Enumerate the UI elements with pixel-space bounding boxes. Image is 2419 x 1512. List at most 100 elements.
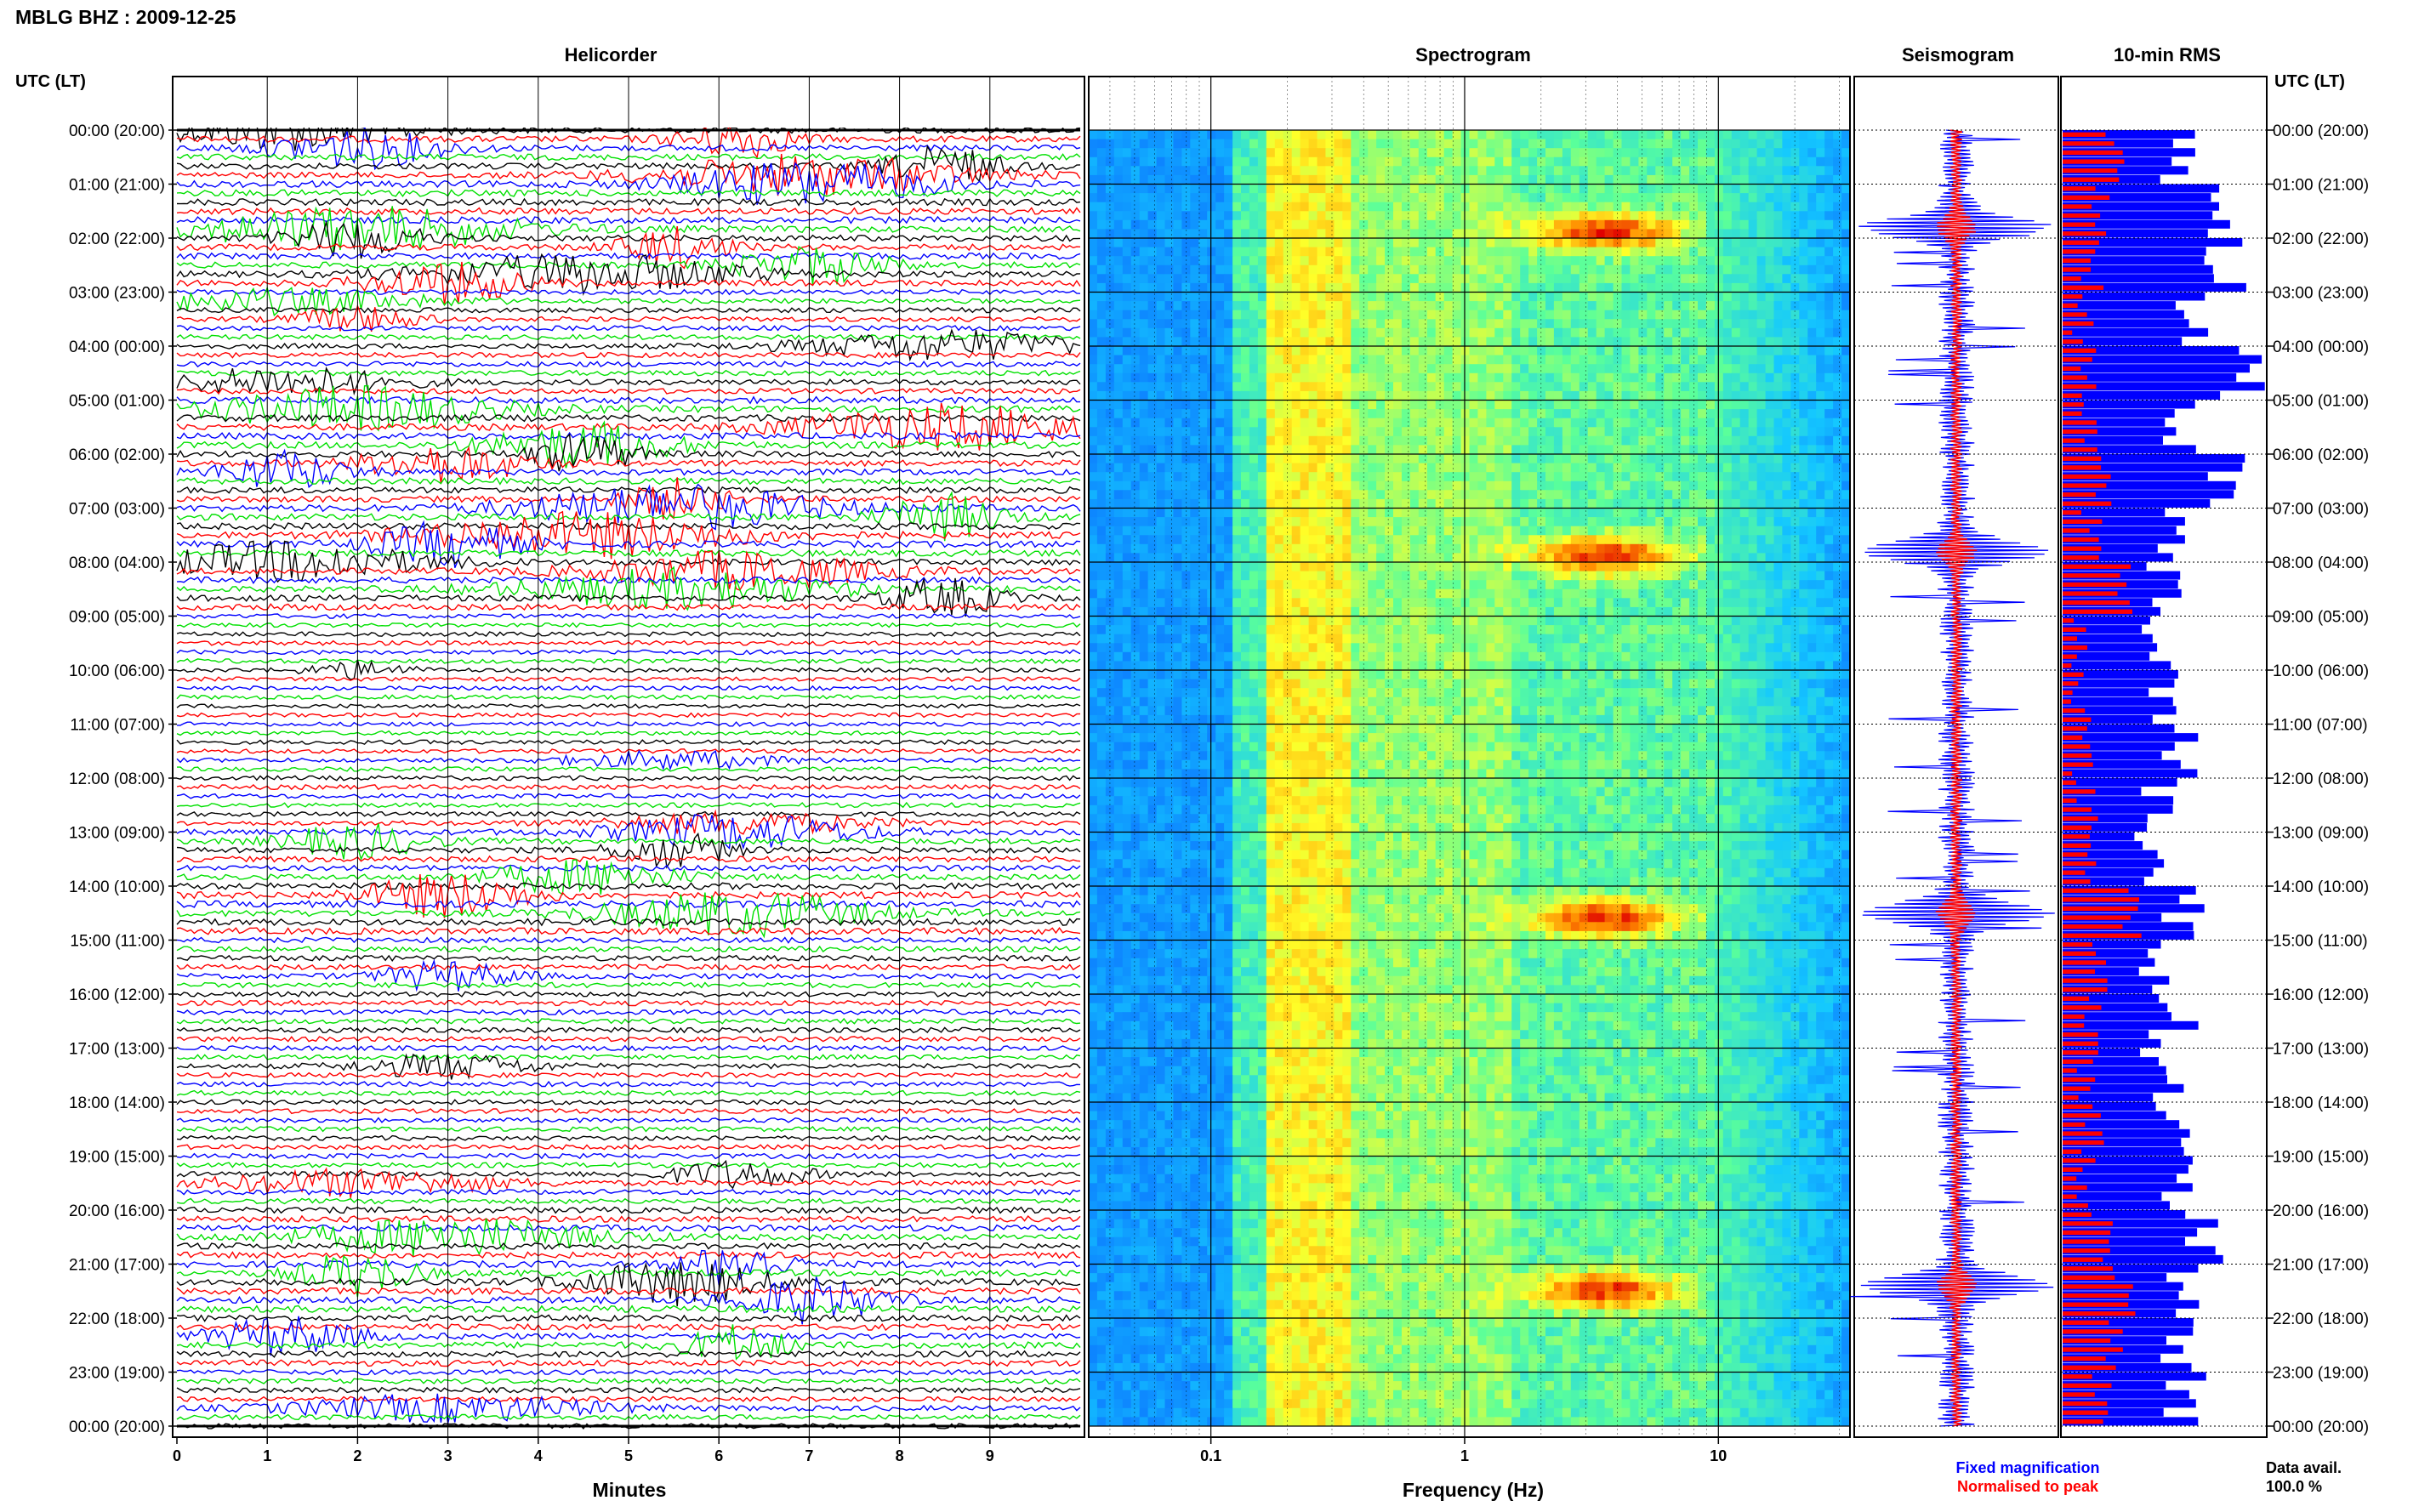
spectrogram-cell (1613, 139, 1623, 149)
spectrogram-cell (1773, 355, 1784, 365)
spectrogram-cell (1156, 480, 1166, 492)
spectrogram-cell (1621, 148, 1631, 158)
spectrogram-cell (1672, 292, 1682, 302)
spectrogram-cell (1317, 139, 1327, 149)
spectrogram-cell (1122, 264, 1132, 276)
spectrogram-cell (1731, 238, 1741, 248)
spectrogram-cell (1630, 337, 1639, 347)
spectrogram-cell (1604, 571, 1614, 581)
spectrogram-cell (1579, 301, 1589, 311)
spectrogram-cell (1393, 472, 1403, 482)
spectrogram-cell (1714, 543, 1724, 554)
spectrogram-cell (1096, 562, 1107, 572)
spectrogram-cell (1562, 498, 1572, 509)
spectrogram-cell (1460, 193, 1471, 203)
spectrogram-cell (1351, 174, 1360, 185)
spectrogram-cell (1351, 346, 1360, 356)
spectrogram-cell (1283, 445, 1293, 455)
spectrogram-cell (1308, 202, 1318, 212)
spectrogram-cell (1325, 292, 1335, 302)
spectrogram-cell (1198, 535, 1208, 545)
spectrogram-cell (1705, 274, 1716, 284)
spectrogram-cell (1528, 400, 1538, 410)
spectrogram-cell (1249, 292, 1259, 302)
spectrogram-cell (1647, 139, 1656, 149)
spectrogram-cell (1579, 562, 1589, 572)
spectrogram-cell (1748, 174, 1758, 185)
spectrogram-cell (1537, 427, 1546, 437)
spectrogram-cell (1308, 274, 1318, 284)
spectrogram-cell (1460, 480, 1471, 492)
spectrogram-cell (1274, 139, 1284, 149)
spectrogram-cell (1511, 472, 1521, 482)
spectrogram-cell (1198, 508, 1208, 518)
spectrogram-cell (1714, 211, 1724, 221)
spectrogram-cell (1748, 535, 1758, 545)
spectrogram-cell (1376, 130, 1386, 140)
spectrogram-cell (1291, 400, 1301, 410)
spectrogram-cell (1385, 247, 1394, 257)
spectrogram-cell (1308, 130, 1318, 140)
spectrogram-cell (1613, 364, 1623, 374)
spectrogram-cell (1249, 148, 1259, 158)
spectrogram-cell (1503, 355, 1512, 365)
spectrogram-cell (1181, 571, 1191, 581)
spectrogram-cell (1257, 238, 1267, 248)
spectrogram-cell (1748, 400, 1758, 410)
spectrogram-cell (1139, 247, 1149, 257)
spectrogram-cell (1308, 427, 1318, 437)
spectrogram-cell (1553, 517, 1563, 527)
spectrogram-cell (1300, 130, 1310, 140)
spectrogram-cell (1621, 219, 1631, 230)
spectrogram-cell (1756, 445, 1767, 455)
spectrogram-cell (1147, 166, 1158, 176)
spectrogram-cell (1553, 264, 1563, 276)
spectrogram-cell (1748, 427, 1758, 437)
spectrogram-cell (1486, 454, 1495, 464)
spectrogram-cell (1494, 193, 1504, 203)
spectrogram-cell (1537, 193, 1546, 203)
spectrogram-cell (1545, 553, 1555, 563)
spectrogram-cell (1545, 480, 1555, 492)
spectrogram-cell (1528, 282, 1538, 293)
spectrogram-cell (1714, 292, 1724, 302)
spectrogram-cell (1266, 256, 1276, 266)
spectrogram-cell (1477, 355, 1487, 365)
spectrogram-cell (1266, 517, 1276, 527)
spectrogram-cell (1503, 553, 1512, 563)
spectrogram-cell (1334, 364, 1343, 374)
spectrogram-cell (1190, 130, 1199, 140)
spectrogram-cell (1443, 454, 1454, 464)
spectrogram-cell (1503, 535, 1512, 545)
spectrogram-cell (1537, 418, 1546, 428)
spectrogram-cell (1385, 390, 1394, 401)
spectrogram-cell (1477, 247, 1487, 257)
spectrogram-cell (1816, 463, 1825, 473)
spectrogram-cell (1630, 193, 1639, 203)
spectrogram-cell (1537, 310, 1546, 320)
spectrogram-cell (1528, 337, 1538, 347)
spectrogram-cell (1596, 480, 1606, 492)
spectrogram-cell (1257, 553, 1267, 563)
spectrogram-cell (1122, 498, 1132, 509)
spectrogram-cell (1765, 472, 1775, 482)
spectrogram-cell (1681, 327, 1690, 338)
spectrogram-cell (1215, 148, 1225, 158)
spectrogram-cell (1325, 598, 1335, 608)
spectrogram-cell (1376, 553, 1386, 563)
spectrogram-cell (1824, 472, 1834, 482)
spectrogram-cell (1824, 346, 1834, 356)
spectrogram-cell (1215, 580, 1225, 590)
spectrogram-cell (1756, 580, 1767, 590)
spectrogram-cell (1249, 435, 1259, 446)
spectrogram-cell (1139, 580, 1149, 590)
spectrogram-cell (1156, 327, 1166, 338)
spectrogram-cell (1731, 498, 1741, 509)
spectrogram-cell (1224, 435, 1233, 446)
spectrogram-cell (1494, 256, 1504, 266)
spectrogram-cell (1638, 588, 1648, 600)
spectrogram-cell (1722, 247, 1733, 257)
spectrogram-cell (1156, 490, 1166, 500)
spectrogram-cell (1799, 355, 1808, 365)
spectrogram-cell (1385, 310, 1394, 320)
